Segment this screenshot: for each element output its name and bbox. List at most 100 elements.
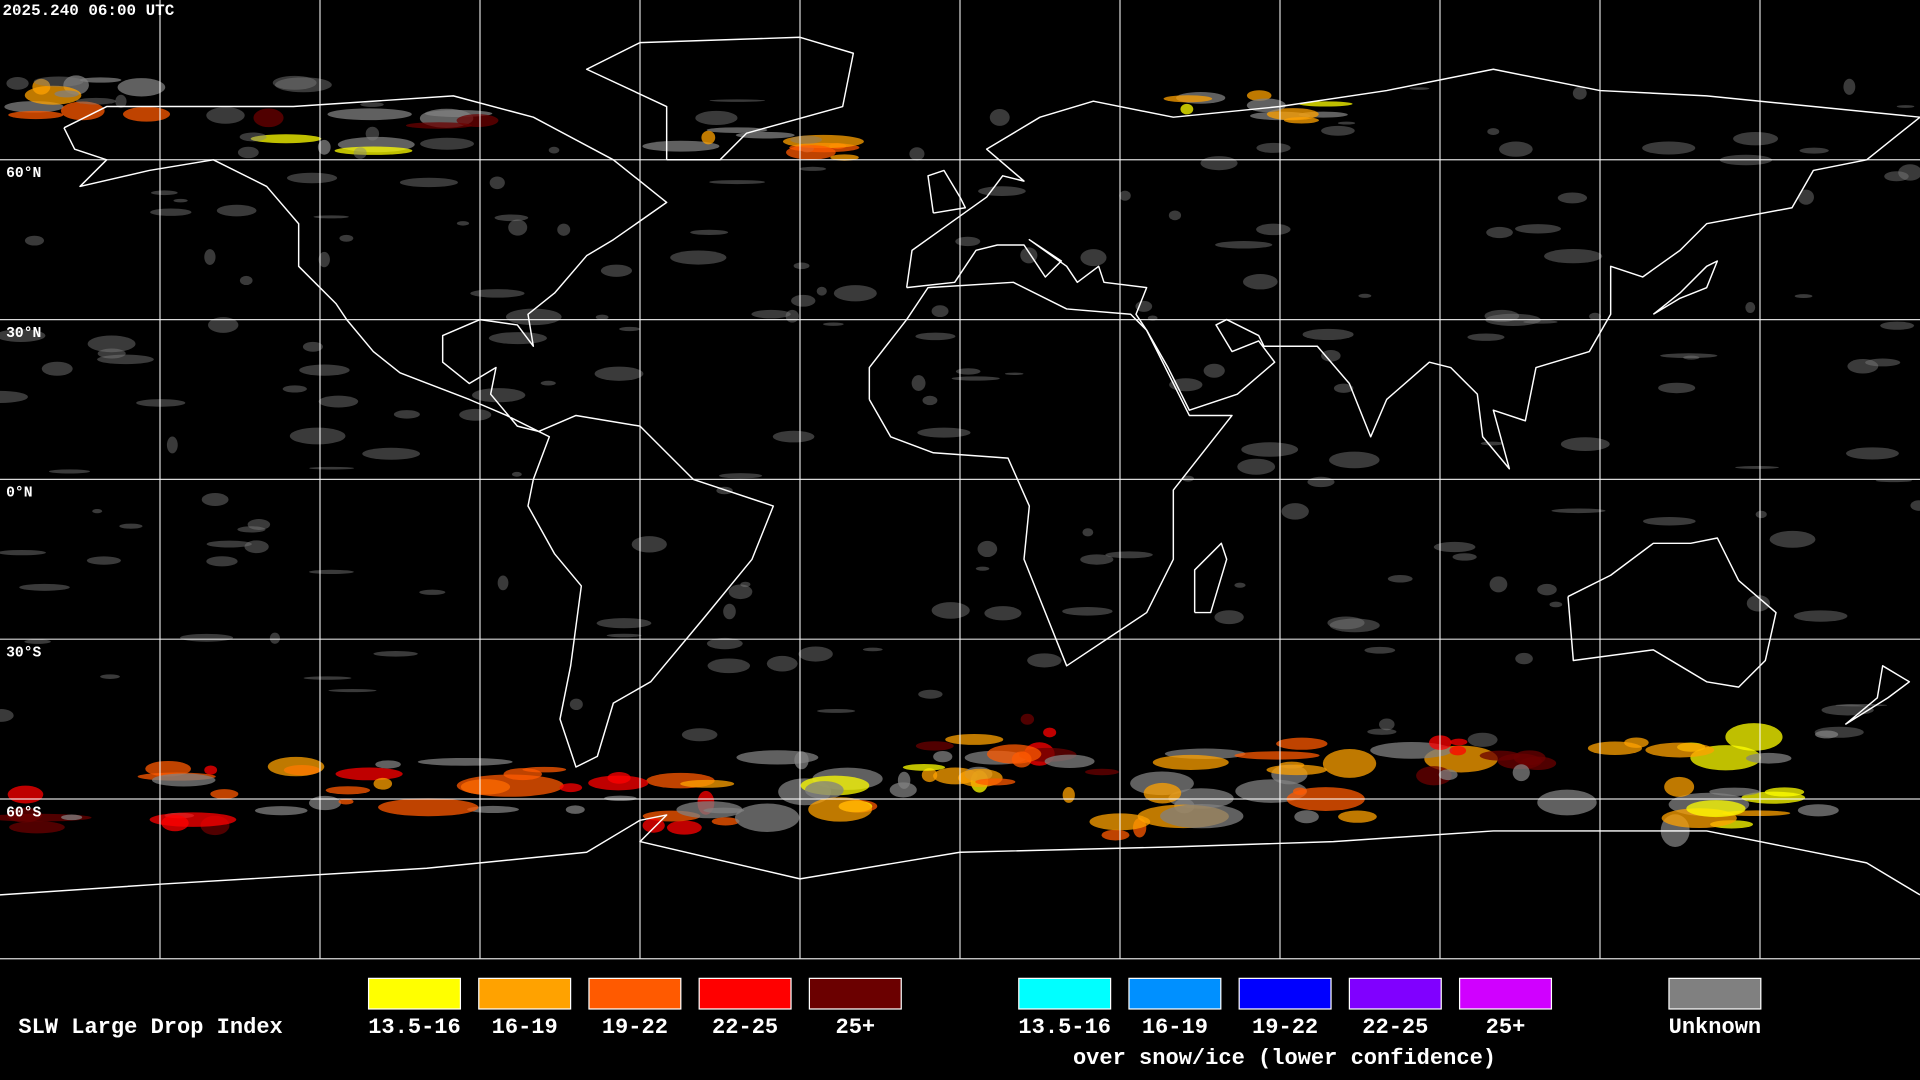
cloud-patch	[338, 798, 354, 805]
cloud-patch	[41, 361, 73, 376]
cloud-patch	[642, 140, 720, 152]
cloud-patch	[989, 109, 1010, 126]
cloud-patch	[606, 633, 642, 638]
cloud-patch	[210, 789, 239, 799]
cloud-patch	[472, 388, 526, 403]
cloud-patch	[933, 750, 953, 763]
cloud-patch	[798, 646, 833, 662]
cloud-patch	[978, 186, 1026, 197]
cloud-patch	[1027, 653, 1062, 668]
cloud-patch	[1200, 156, 1238, 171]
cloud-patch	[1358, 293, 1372, 298]
cloud-patch	[1658, 382, 1696, 394]
cloud-patch	[799, 166, 827, 171]
cloud-patch	[373, 777, 393, 790]
cloud-patch	[1214, 610, 1244, 625]
cloud-patch	[1846, 447, 1899, 460]
cloud-patch	[1298, 101, 1353, 107]
cloud-patch	[723, 603, 736, 620]
cloud-patch	[1378, 718, 1395, 731]
legend: 13.5-16 16-19 19-22 22-25 25+ 13.5-16 16-19 19-…	[367, 977, 1762, 1071]
cloud-patch	[1241, 442, 1299, 457]
legend-label: 13.5-16	[1018, 1015, 1111, 1040]
legend-label: 16-19	[1142, 1015, 1208, 1040]
cloud-patch	[945, 733, 1004, 745]
legend-label: Unknown	[1669, 1015, 1762, 1040]
cloud-patch	[1160, 804, 1244, 829]
cloud-patch	[1450, 738, 1468, 746]
cloud-patch	[0, 390, 28, 403]
cloud-patch	[470, 289, 525, 298]
cloud-patch	[830, 154, 859, 161]
cloud-patch	[1549, 601, 1563, 608]
legend-swatch	[367, 977, 462, 1010]
cloud-patch	[728, 584, 753, 600]
cloud-patch	[494, 214, 529, 222]
cloud-patch	[911, 375, 926, 391]
cloud-patch	[365, 126, 380, 141]
cloud-patch	[977, 540, 998, 558]
cloud-patch	[1234, 582, 1246, 588]
cloud-patch	[282, 385, 307, 393]
cloud-patch	[1321, 125, 1355, 136]
coastline	[1567, 537, 1777, 688]
cloud-patch	[1686, 800, 1746, 818]
cloud-patch	[1798, 189, 1814, 205]
cloud-patch	[8, 110, 64, 120]
cloud-patch	[1329, 618, 1380, 633]
cloud-patch	[1589, 312, 1601, 321]
cloud-patch	[206, 540, 252, 548]
cloud-patch	[786, 145, 836, 160]
coastline	[585, 36, 855, 161]
cloud-patch	[405, 122, 472, 129]
cloud-patch	[766, 655, 798, 672]
cloud-patch	[607, 772, 631, 784]
cloud-patch	[150, 190, 178, 196]
cloud-patch	[695, 110, 738, 125]
cloud-patch	[335, 767, 403, 781]
cloud-patch	[313, 215, 349, 219]
cloud-patch	[1281, 503, 1309, 520]
cloud-patch	[375, 760, 401, 769]
cloud-patch	[557, 223, 571, 236]
cloud-patch	[955, 236, 981, 247]
cloud-patch	[250, 134, 322, 144]
cloud-patch	[1733, 132, 1779, 146]
cloud-patch	[353, 147, 367, 159]
cloud-patch	[897, 771, 911, 789]
legend-swatch	[808, 977, 902, 1010]
cloud-patch	[339, 234, 354, 242]
cloud-patch	[681, 728, 718, 742]
legend-label: 19-22	[1252, 1015, 1318, 1040]
cloud-patch	[915, 332, 956, 341]
cloud-patch	[921, 768, 938, 783]
coastline	[905, 68, 1920, 470]
cloud-patch	[0, 709, 14, 722]
cloud-patch	[600, 264, 632, 277]
cloud-patch	[862, 647, 883, 652]
cloud-patch	[1815, 730, 1839, 739]
cloud-patch	[204, 765, 218, 775]
cloud-patch	[922, 395, 938, 406]
cloud-patch	[362, 447, 421, 460]
cloud-patch	[204, 249, 216, 265]
cloud-patch	[736, 750, 819, 765]
cloud-patch	[565, 805, 585, 814]
cloud-patch	[1557, 192, 1588, 204]
cloud-patch	[595, 314, 609, 320]
cloud-patch	[1821, 704, 1874, 716]
cloud-patch	[299, 364, 350, 376]
cloud-patch	[772, 430, 815, 443]
cloud-patch	[117, 78, 166, 97]
legend-label: 22-25	[712, 1015, 778, 1040]
cloud-patch	[150, 208, 192, 216]
cloud-patch	[1683, 355, 1700, 360]
cloud-patch	[1329, 451, 1380, 469]
cloud-patch	[782, 134, 864, 149]
cloud-patch	[1105, 551, 1153, 559]
cloud-patch	[1283, 117, 1319, 124]
cloud-patch	[975, 566, 990, 571]
cloud-patch	[1487, 128, 1500, 136]
cloud-patch	[548, 146, 560, 154]
